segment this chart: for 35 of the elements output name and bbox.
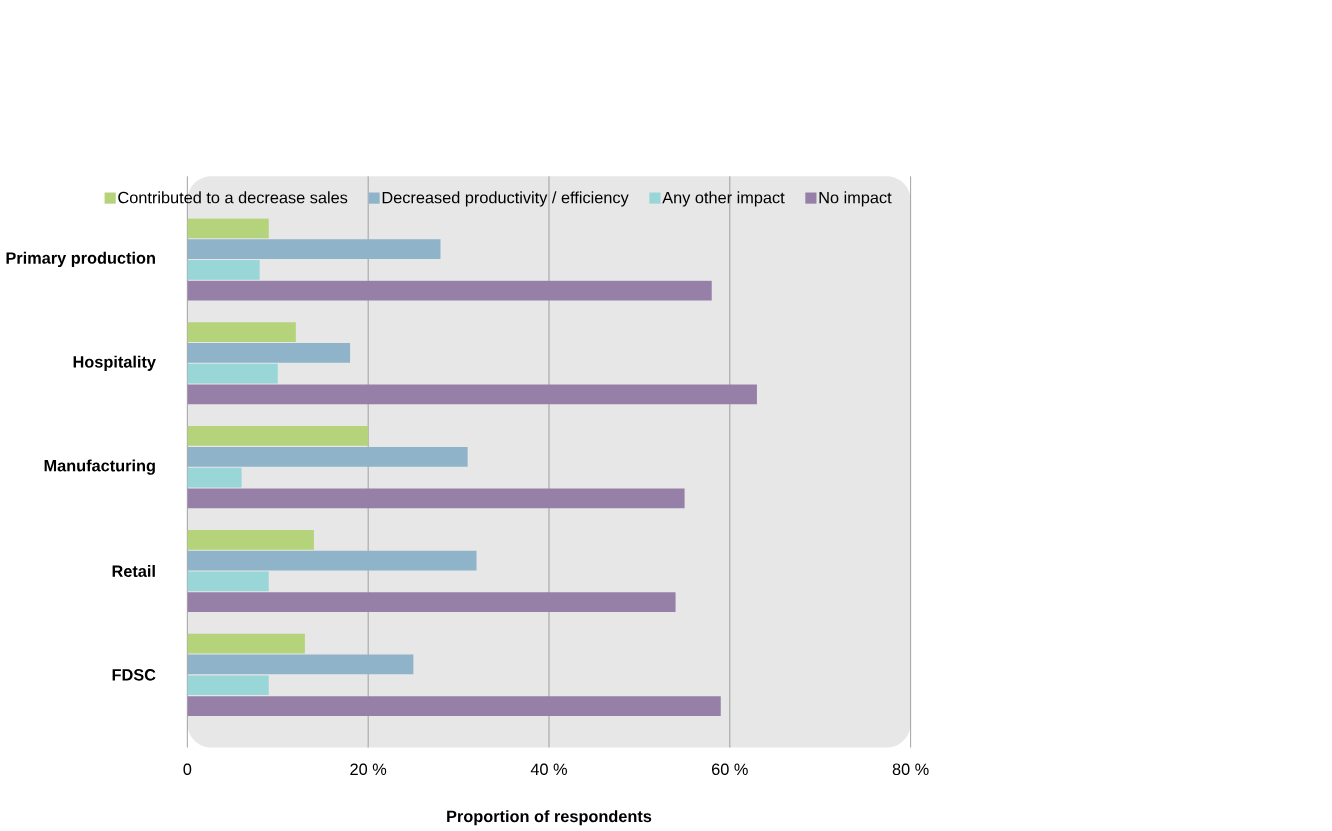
legend-label: Contributed to a decrease sales xyxy=(118,191,348,204)
legend-label: Decreased productivity / efficiency xyxy=(382,191,629,207)
x-tick-label: 0 xyxy=(183,763,192,776)
bar xyxy=(187,696,721,716)
bar xyxy=(187,280,712,301)
bar xyxy=(187,571,269,592)
bar xyxy=(187,322,296,343)
bar xyxy=(187,654,414,675)
bar xyxy=(187,447,468,467)
bar xyxy=(187,363,278,384)
bar xyxy=(187,239,441,260)
x-axis-title: Proportion of respondents xyxy=(447,810,652,826)
bar xyxy=(187,343,351,363)
bar xyxy=(187,467,242,488)
bar xyxy=(187,530,314,550)
x-tick-label: 80 % xyxy=(892,763,929,776)
legend-label: Any other impact xyxy=(662,191,785,207)
y-tick-label: Retail xyxy=(112,565,155,578)
bar xyxy=(187,218,269,239)
bar xyxy=(187,550,477,571)
x-tick-label: 40 % xyxy=(530,763,567,776)
y-tick-label: FDSC xyxy=(112,669,156,681)
bar xyxy=(187,675,269,696)
y-tick-label: Manufacturing xyxy=(44,459,155,475)
bar xyxy=(187,592,676,613)
bar xyxy=(187,633,305,654)
x-tick-label: 60 % xyxy=(712,763,748,776)
y-tick-label: Primary production xyxy=(6,251,155,268)
y-tick-label: Hospitality xyxy=(73,355,156,371)
bar xyxy=(187,260,260,280)
bar xyxy=(187,384,757,405)
bar xyxy=(187,488,685,509)
legend-label: No impact xyxy=(819,191,892,207)
bar xyxy=(187,426,369,446)
x-tick-label: 20 % xyxy=(350,763,387,776)
